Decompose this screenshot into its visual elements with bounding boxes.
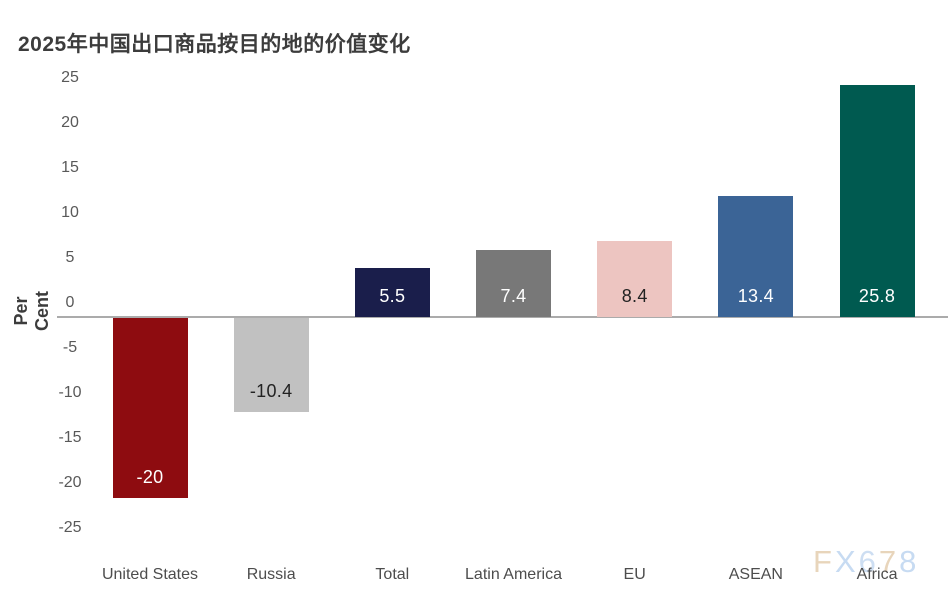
chart-title: 2025年中国出口商品按目的地的价值变化 xyxy=(18,33,411,56)
bar-value-label-eu: 8.4 xyxy=(621,285,648,306)
x-axis-label-asean: ASEAN xyxy=(728,566,783,583)
bar-united-states: -20 xyxy=(112,318,188,498)
bar-latin-america: 7.4 xyxy=(476,250,551,317)
watermark-letter: 8 xyxy=(899,544,920,579)
bar-value-label-total: 5.5 xyxy=(379,286,406,306)
y-tick-label--20: -20 xyxy=(58,474,82,491)
x-axis-label-total: Total xyxy=(375,566,410,583)
bar-value-label-africa: 25.8 xyxy=(858,285,896,306)
x-axis-label-africa: Africa xyxy=(856,566,898,583)
y-tick-label-20: 20 xyxy=(61,114,79,131)
y-tick-label-0: 0 xyxy=(65,294,75,311)
watermark-letter: X xyxy=(834,544,859,579)
bar-africa: 25.8 xyxy=(839,84,915,317)
y-tick-label-10: 10 xyxy=(61,204,79,221)
x-axis-label-latin-america: Latin America xyxy=(465,566,562,583)
bar-asean: 13.4 xyxy=(718,196,794,317)
x-axis-label-united-states: United States xyxy=(101,566,199,583)
bar-russia: -10.4 xyxy=(233,318,309,412)
fx678-watermark: FX678 xyxy=(813,544,919,580)
bar-value-label-asean: 13.4 xyxy=(737,285,774,306)
x-axis-label-russia: Russia xyxy=(246,566,296,583)
bar-value-label-united-states: -20 xyxy=(136,467,164,487)
y-tick-label-25: 25 xyxy=(61,69,79,86)
bar-eu: 8.4 xyxy=(597,241,673,317)
y-tick-label-5: 5 xyxy=(65,249,75,266)
y-tick-label--25: -25 xyxy=(58,519,82,536)
bar-value-label-russia: -10.4 xyxy=(249,380,293,401)
y-tick-label--5: -5 xyxy=(62,339,78,356)
watermark-letter: 6 xyxy=(858,544,879,579)
x-axis-label-eu: EU xyxy=(623,566,646,583)
y-tick-label-15: 15 xyxy=(61,159,79,176)
y-tick-label--10: -10 xyxy=(58,384,82,401)
watermark-letter: F xyxy=(813,544,835,579)
watermark-letter: 7 xyxy=(878,544,900,579)
bar-value-label-latin-america: 7.4 xyxy=(500,285,527,306)
x-axis-zero-line xyxy=(57,316,948,318)
y-tick-label--15: -15 xyxy=(58,429,82,446)
bar-total: 5.5 xyxy=(354,267,430,317)
